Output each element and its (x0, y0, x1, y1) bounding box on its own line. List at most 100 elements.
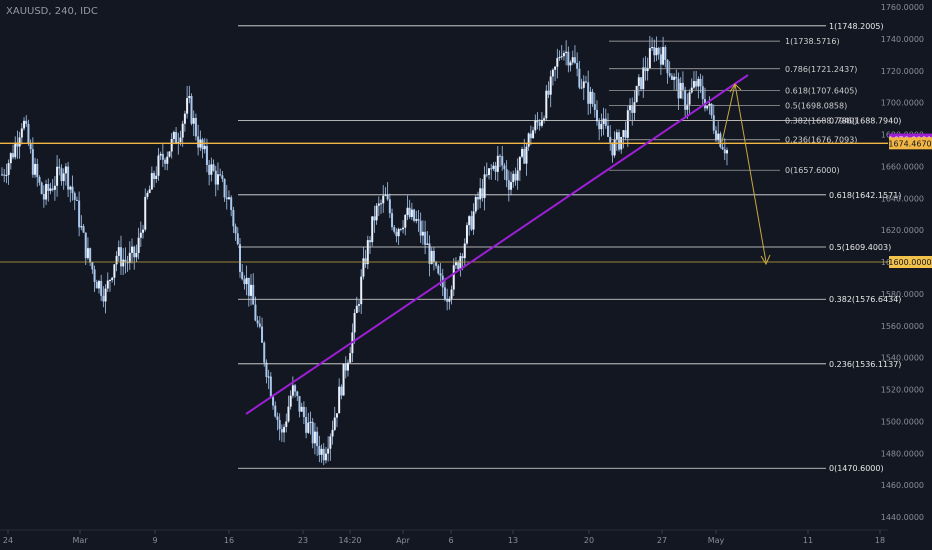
candle-body (406, 207, 409, 215)
candle-body (142, 229, 145, 233)
candle-body (461, 256, 464, 259)
candle-body (582, 81, 585, 88)
candle-body (454, 261, 457, 266)
x-tick-label: Mar (72, 536, 88, 545)
candle-body (622, 130, 625, 137)
candle-body (684, 89, 687, 110)
candle-body (714, 130, 717, 141)
candle-body (532, 130, 535, 139)
y-tick-label: 1640.0000 (881, 194, 924, 203)
trend-line (245, 74, 749, 415)
candle-body (338, 386, 341, 414)
candle-body (483, 174, 486, 199)
y-tick-label: 1480.0000 (881, 449, 924, 458)
candle-body (395, 231, 398, 237)
candle-body (144, 196, 147, 230)
candle-body (170, 138, 173, 152)
candle-body (214, 170, 217, 185)
candle-body (545, 90, 548, 119)
candle-body (580, 87, 583, 89)
candle-body (388, 199, 391, 214)
candle-body (153, 173, 156, 180)
candle-body (710, 103, 713, 116)
candle-body (488, 168, 491, 175)
fib-level-label: 0.382(1576.6434) (829, 295, 901, 304)
fib-level-label: 0.618(1642.1571) (829, 191, 901, 200)
candle-body (547, 90, 550, 95)
candle-body (82, 226, 85, 233)
candle-body (40, 182, 43, 194)
candle-body (512, 173, 515, 183)
fib-level-label: 0.5(1698.0858) (785, 102, 847, 111)
candle-body (648, 48, 651, 68)
candle-body (629, 105, 632, 111)
candle-body (190, 96, 193, 124)
candle-body (311, 421, 314, 444)
candle-body (131, 246, 134, 253)
candle-body (408, 207, 411, 218)
candle-body (53, 185, 56, 190)
candle-body (307, 422, 310, 433)
candle-body (84, 232, 87, 259)
candle-body (452, 265, 455, 290)
candle-body (604, 118, 607, 126)
candle-body (415, 219, 418, 221)
candle-body (137, 237, 140, 253)
candle-body (60, 168, 63, 182)
candle-body (183, 113, 186, 124)
candle-body (499, 155, 502, 157)
candle-body (296, 391, 299, 396)
candle-body (256, 320, 259, 324)
candle-body (322, 448, 325, 461)
candle-body (238, 244, 241, 272)
candle-body (272, 396, 275, 406)
candle-body (219, 174, 222, 176)
candle-body (111, 277, 114, 281)
price-badge-label: 1674.4670 (888, 139, 931, 148)
fib-level-label: 0.382(1688.7940) (785, 116, 857, 125)
candle-body (102, 295, 105, 302)
candle-body (276, 416, 279, 420)
candle-body (613, 139, 616, 156)
candle-body (51, 188, 54, 190)
candle-body (503, 165, 506, 170)
candle-body (234, 226, 237, 234)
candle-body (476, 197, 479, 200)
candle-body (201, 139, 204, 150)
candle-body (164, 159, 167, 164)
candle-body (29, 143, 32, 150)
candle-body (320, 448, 323, 455)
fib-level-label: 0(1657.6000) (785, 166, 840, 175)
candle-body (373, 216, 376, 221)
candle-body (719, 133, 722, 147)
symbol-label: XAUUSD, 240, IDC (6, 6, 98, 17)
candle-body (126, 262, 129, 264)
candle-body (459, 256, 462, 270)
candle-body (681, 82, 684, 90)
candle-body (360, 276, 363, 305)
candle-body (265, 362, 268, 378)
fib-level-label: 1(1748.2005) (829, 22, 884, 31)
x-tick-label: 27 (657, 536, 667, 545)
candle-body (346, 362, 349, 371)
candle-body (668, 73, 671, 76)
candle-body (280, 429, 283, 433)
candle-body (717, 133, 720, 141)
candle-body (128, 252, 131, 263)
candle-body (316, 431, 319, 447)
candle-body (5, 174, 8, 176)
candle-body (567, 51, 570, 66)
y-tick-label: 1500.0000 (881, 417, 924, 426)
candle-body (573, 57, 576, 63)
candle-body (1, 174, 3, 176)
candle-body (527, 133, 530, 147)
candle-body (485, 174, 488, 176)
candle-body (591, 91, 594, 105)
candle-body (100, 280, 103, 296)
fib-level-label: 0(1470.6000) (829, 464, 884, 473)
candle-body (479, 188, 482, 200)
candle-body (80, 226, 83, 228)
candle-body (646, 67, 649, 72)
candle-body (236, 233, 239, 245)
